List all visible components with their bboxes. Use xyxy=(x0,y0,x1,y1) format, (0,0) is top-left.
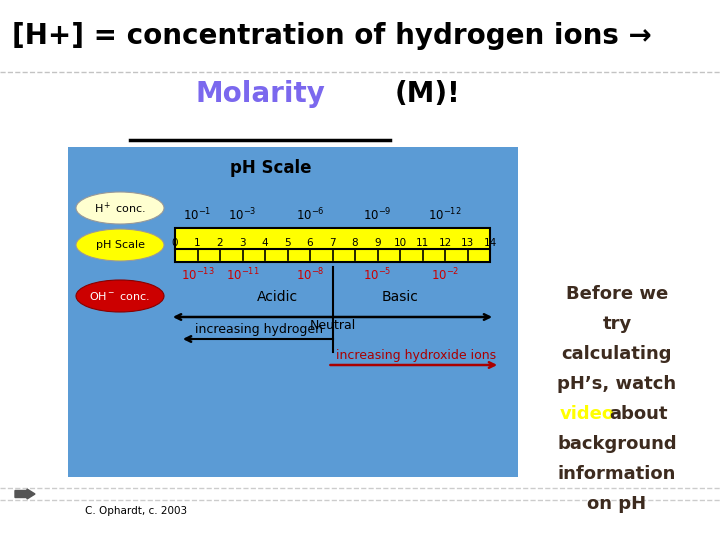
Text: try: try xyxy=(603,315,631,333)
Text: $10^{-5}$: $10^{-5}$ xyxy=(364,267,392,284)
Text: 0: 0 xyxy=(172,238,179,248)
Text: 2: 2 xyxy=(217,238,223,248)
Text: Molarity: Molarity xyxy=(195,80,325,108)
Text: 8: 8 xyxy=(351,238,359,248)
Bar xyxy=(68,147,518,477)
Text: 13: 13 xyxy=(461,238,474,248)
Text: $10^{-12}$: $10^{-12}$ xyxy=(428,206,462,223)
Text: 10: 10 xyxy=(393,238,407,248)
Text: Before we: Before we xyxy=(566,285,668,303)
Text: H$^+$ conc.: H$^+$ conc. xyxy=(94,200,146,215)
Text: 7: 7 xyxy=(329,238,336,248)
Text: 4: 4 xyxy=(261,238,269,248)
Bar xyxy=(175,228,490,262)
Text: on pH: on pH xyxy=(588,495,647,513)
Text: $10^{-9}$: $10^{-9}$ xyxy=(363,206,392,223)
Text: 6: 6 xyxy=(307,238,313,248)
Text: 11: 11 xyxy=(416,238,429,248)
Text: $10^{-3}$: $10^{-3}$ xyxy=(228,206,257,223)
Text: [H+] = concentration of hydrogen ions →: [H+] = concentration of hydrogen ions → xyxy=(12,22,652,50)
Text: 5: 5 xyxy=(284,238,291,248)
Ellipse shape xyxy=(76,192,164,224)
Ellipse shape xyxy=(76,280,164,312)
Text: pH’s, watch: pH’s, watch xyxy=(557,375,677,393)
Text: Basic: Basic xyxy=(382,290,419,304)
Text: 12: 12 xyxy=(438,238,451,248)
Text: 1: 1 xyxy=(194,238,201,248)
Text: increasing hydrogen: increasing hydrogen xyxy=(194,323,323,336)
Text: Neutral: Neutral xyxy=(310,319,356,332)
Text: $10^{-8}$: $10^{-8}$ xyxy=(296,267,324,284)
FancyArrow shape xyxy=(15,489,35,499)
Text: 9: 9 xyxy=(374,238,381,248)
Text: $10^{-13}$: $10^{-13}$ xyxy=(181,267,215,284)
Text: about: about xyxy=(610,405,668,423)
Text: information: information xyxy=(558,465,676,483)
Text: pH Scale: pH Scale xyxy=(96,240,145,250)
Text: 3: 3 xyxy=(239,238,246,248)
Text: Acidic: Acidic xyxy=(257,290,298,304)
Text: (M)!: (M)! xyxy=(395,80,461,108)
Text: increasing hydroxide ions: increasing hydroxide ions xyxy=(336,349,496,362)
Text: background: background xyxy=(557,435,677,453)
Text: calculating: calculating xyxy=(562,345,672,363)
Text: 14: 14 xyxy=(483,238,497,248)
Text: $10^{-11}$: $10^{-11}$ xyxy=(225,267,259,284)
Text: $10^{-2}$: $10^{-2}$ xyxy=(431,267,459,284)
Text: $10^{-1}$: $10^{-1}$ xyxy=(184,206,212,223)
Text: $10^{-6}$: $10^{-6}$ xyxy=(296,206,324,223)
Text: OH$^-$ conc.: OH$^-$ conc. xyxy=(89,290,150,302)
Text: pH Scale: pH Scale xyxy=(230,159,311,177)
Text: C. Ophardt, c. 2003: C. Ophardt, c. 2003 xyxy=(85,506,187,516)
Text: video: video xyxy=(559,405,615,423)
Ellipse shape xyxy=(76,229,164,261)
